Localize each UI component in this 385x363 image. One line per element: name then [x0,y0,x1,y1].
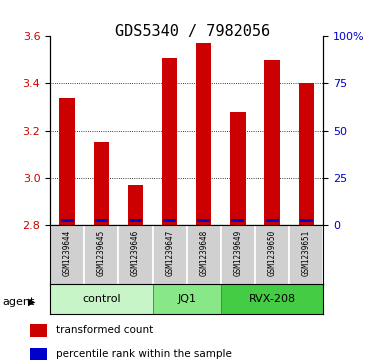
Text: GSM1239646: GSM1239646 [131,230,140,276]
Bar [230,112,246,225]
Bar [255,225,289,285]
Bar [231,219,244,221]
Text: control: control [82,294,121,304]
Bar [84,225,119,285]
Text: GDS5340 / 7982056: GDS5340 / 7982056 [115,24,270,38]
Bar [95,219,108,221]
Bar [187,225,221,285]
Text: percentile rank within the sample: percentile rank within the sample [56,349,232,359]
Bar [289,225,323,285]
Bar [30,347,47,360]
Text: GSM1239647: GSM1239647 [165,230,174,276]
Bar [163,219,176,221]
Bar [128,185,143,225]
Text: GSM1239645: GSM1239645 [97,230,106,276]
Bar [152,225,187,285]
Bar [94,143,109,225]
Bar [152,284,221,314]
Bar [59,98,75,225]
Text: GSM1239644: GSM1239644 [63,230,72,276]
Text: ▶: ▶ [28,297,35,307]
Bar [50,225,84,285]
Text: GSM1239650: GSM1239650 [268,230,277,276]
Bar [162,58,177,225]
Bar [119,225,152,285]
Bar [300,219,313,221]
Text: GSM1239648: GSM1239648 [199,230,208,276]
Bar [61,219,74,221]
Bar [266,219,279,221]
Text: GSM1239649: GSM1239649 [233,230,243,276]
Text: agent: agent [2,297,34,307]
Bar [129,219,142,221]
Bar [50,284,152,314]
Bar [264,60,280,225]
Bar [30,324,47,337]
Text: GSM1239651: GSM1239651 [302,230,311,276]
Text: RVX-208: RVX-208 [249,294,296,304]
Bar [299,83,314,225]
Bar [221,225,255,285]
Bar [196,44,211,225]
Bar [221,284,323,314]
Text: transformed count: transformed count [56,326,153,335]
Bar [198,219,210,221]
Text: JQ1: JQ1 [177,294,196,304]
